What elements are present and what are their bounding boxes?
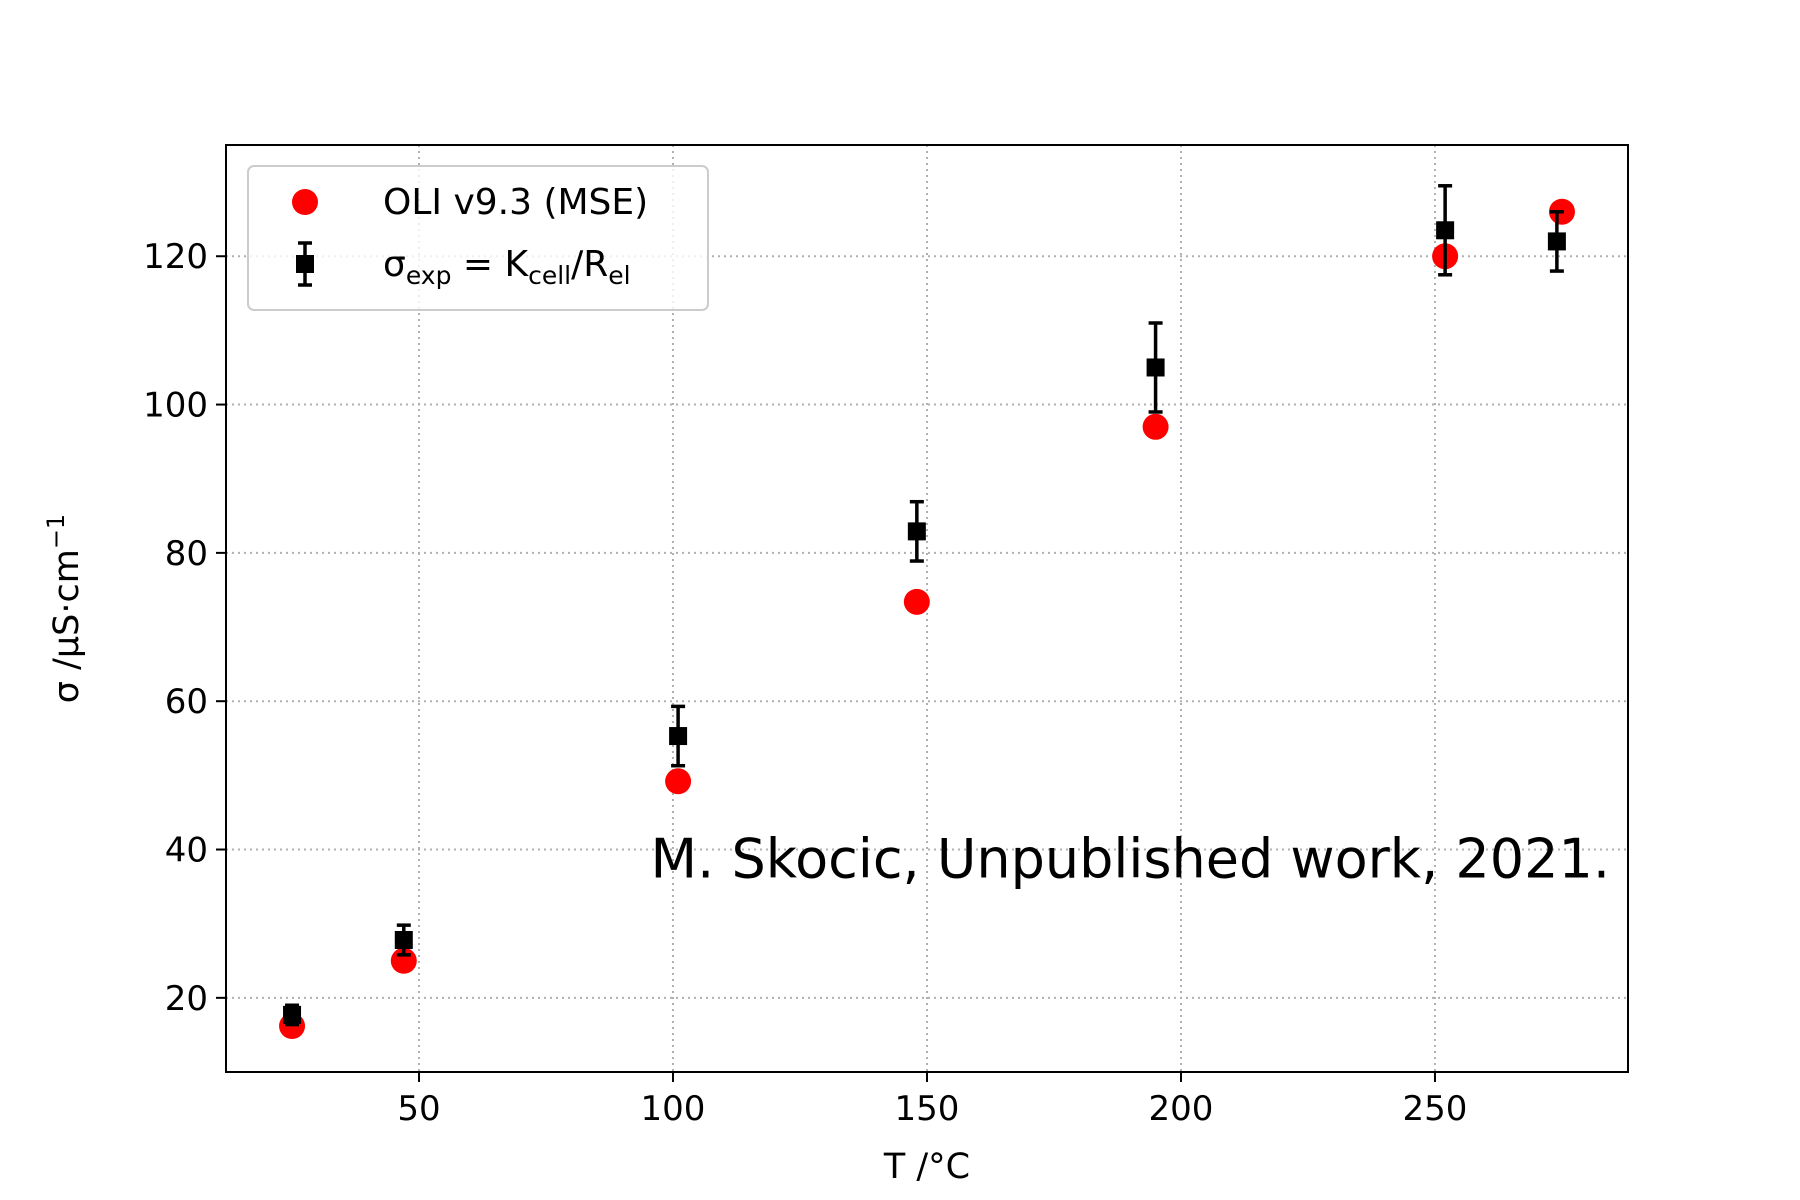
x-axis-label: T /°C <box>883 1147 970 1187</box>
exp-point <box>907 499 926 563</box>
exp-point <box>394 923 413 957</box>
annotation-text: M. Skocic, Unpublished work, 2021. <box>651 828 1610 891</box>
oli-point <box>903 588 930 615</box>
legend: OLI v9.3 (MSE) σexp = Kcell/Rel <box>247 165 709 311</box>
x-tick-label: 200 <box>1149 1089 1214 1129</box>
legend-marker-oli <box>292 189 318 215</box>
y-tick-label: 20 <box>165 979 208 1019</box>
exp-marker <box>1547 232 1566 251</box>
exp-marker <box>1146 358 1165 377</box>
exp-marker <box>669 727 688 746</box>
y-tick-label: 80 <box>165 534 208 574</box>
exp-marker <box>283 1005 302 1024</box>
exp-marker <box>394 930 413 949</box>
plot-frame <box>225 144 1629 1073</box>
axis-ticks: 50 100 150 200 250 20 40 60 80 100 120 <box>143 237 1467 1129</box>
y-axis-label-base: σ /μS·cm <box>47 549 87 703</box>
exp-point <box>669 704 688 768</box>
exp-marker <box>907 522 926 541</box>
x-tick-label: 100 <box>641 1089 706 1129</box>
y-tick-label: 120 <box>143 237 208 277</box>
y-tick-label: 100 <box>143 386 208 426</box>
y-axis-label-sup: −1 <box>42 514 70 549</box>
x-tick-label: 250 <box>1403 1089 1468 1129</box>
y-tick-label: 60 <box>165 682 208 722</box>
exp-point <box>283 1003 302 1027</box>
oli-point <box>665 768 692 795</box>
y-axis-label: σ /μS·cm−1 <box>42 514 87 703</box>
exp-point <box>1436 184 1455 277</box>
x-tick-label: 150 <box>895 1089 960 1129</box>
data-marks <box>279 184 1575 1040</box>
x-tick-label: 50 <box>397 1089 440 1129</box>
legend-label-oli: OLI v9.3 (MSE) <box>383 182 648 223</box>
y-tick-label: 40 <box>165 831 208 871</box>
exp-point <box>1146 321 1165 414</box>
exp-marker <box>1436 221 1455 240</box>
exp-point <box>1547 209 1566 273</box>
legend-marker-exp <box>296 241 314 287</box>
oli-point <box>1142 413 1169 440</box>
legend-box <box>247 165 709 311</box>
legend-label-exp: σexp = Kcell/Rel <box>383 244 631 290</box>
